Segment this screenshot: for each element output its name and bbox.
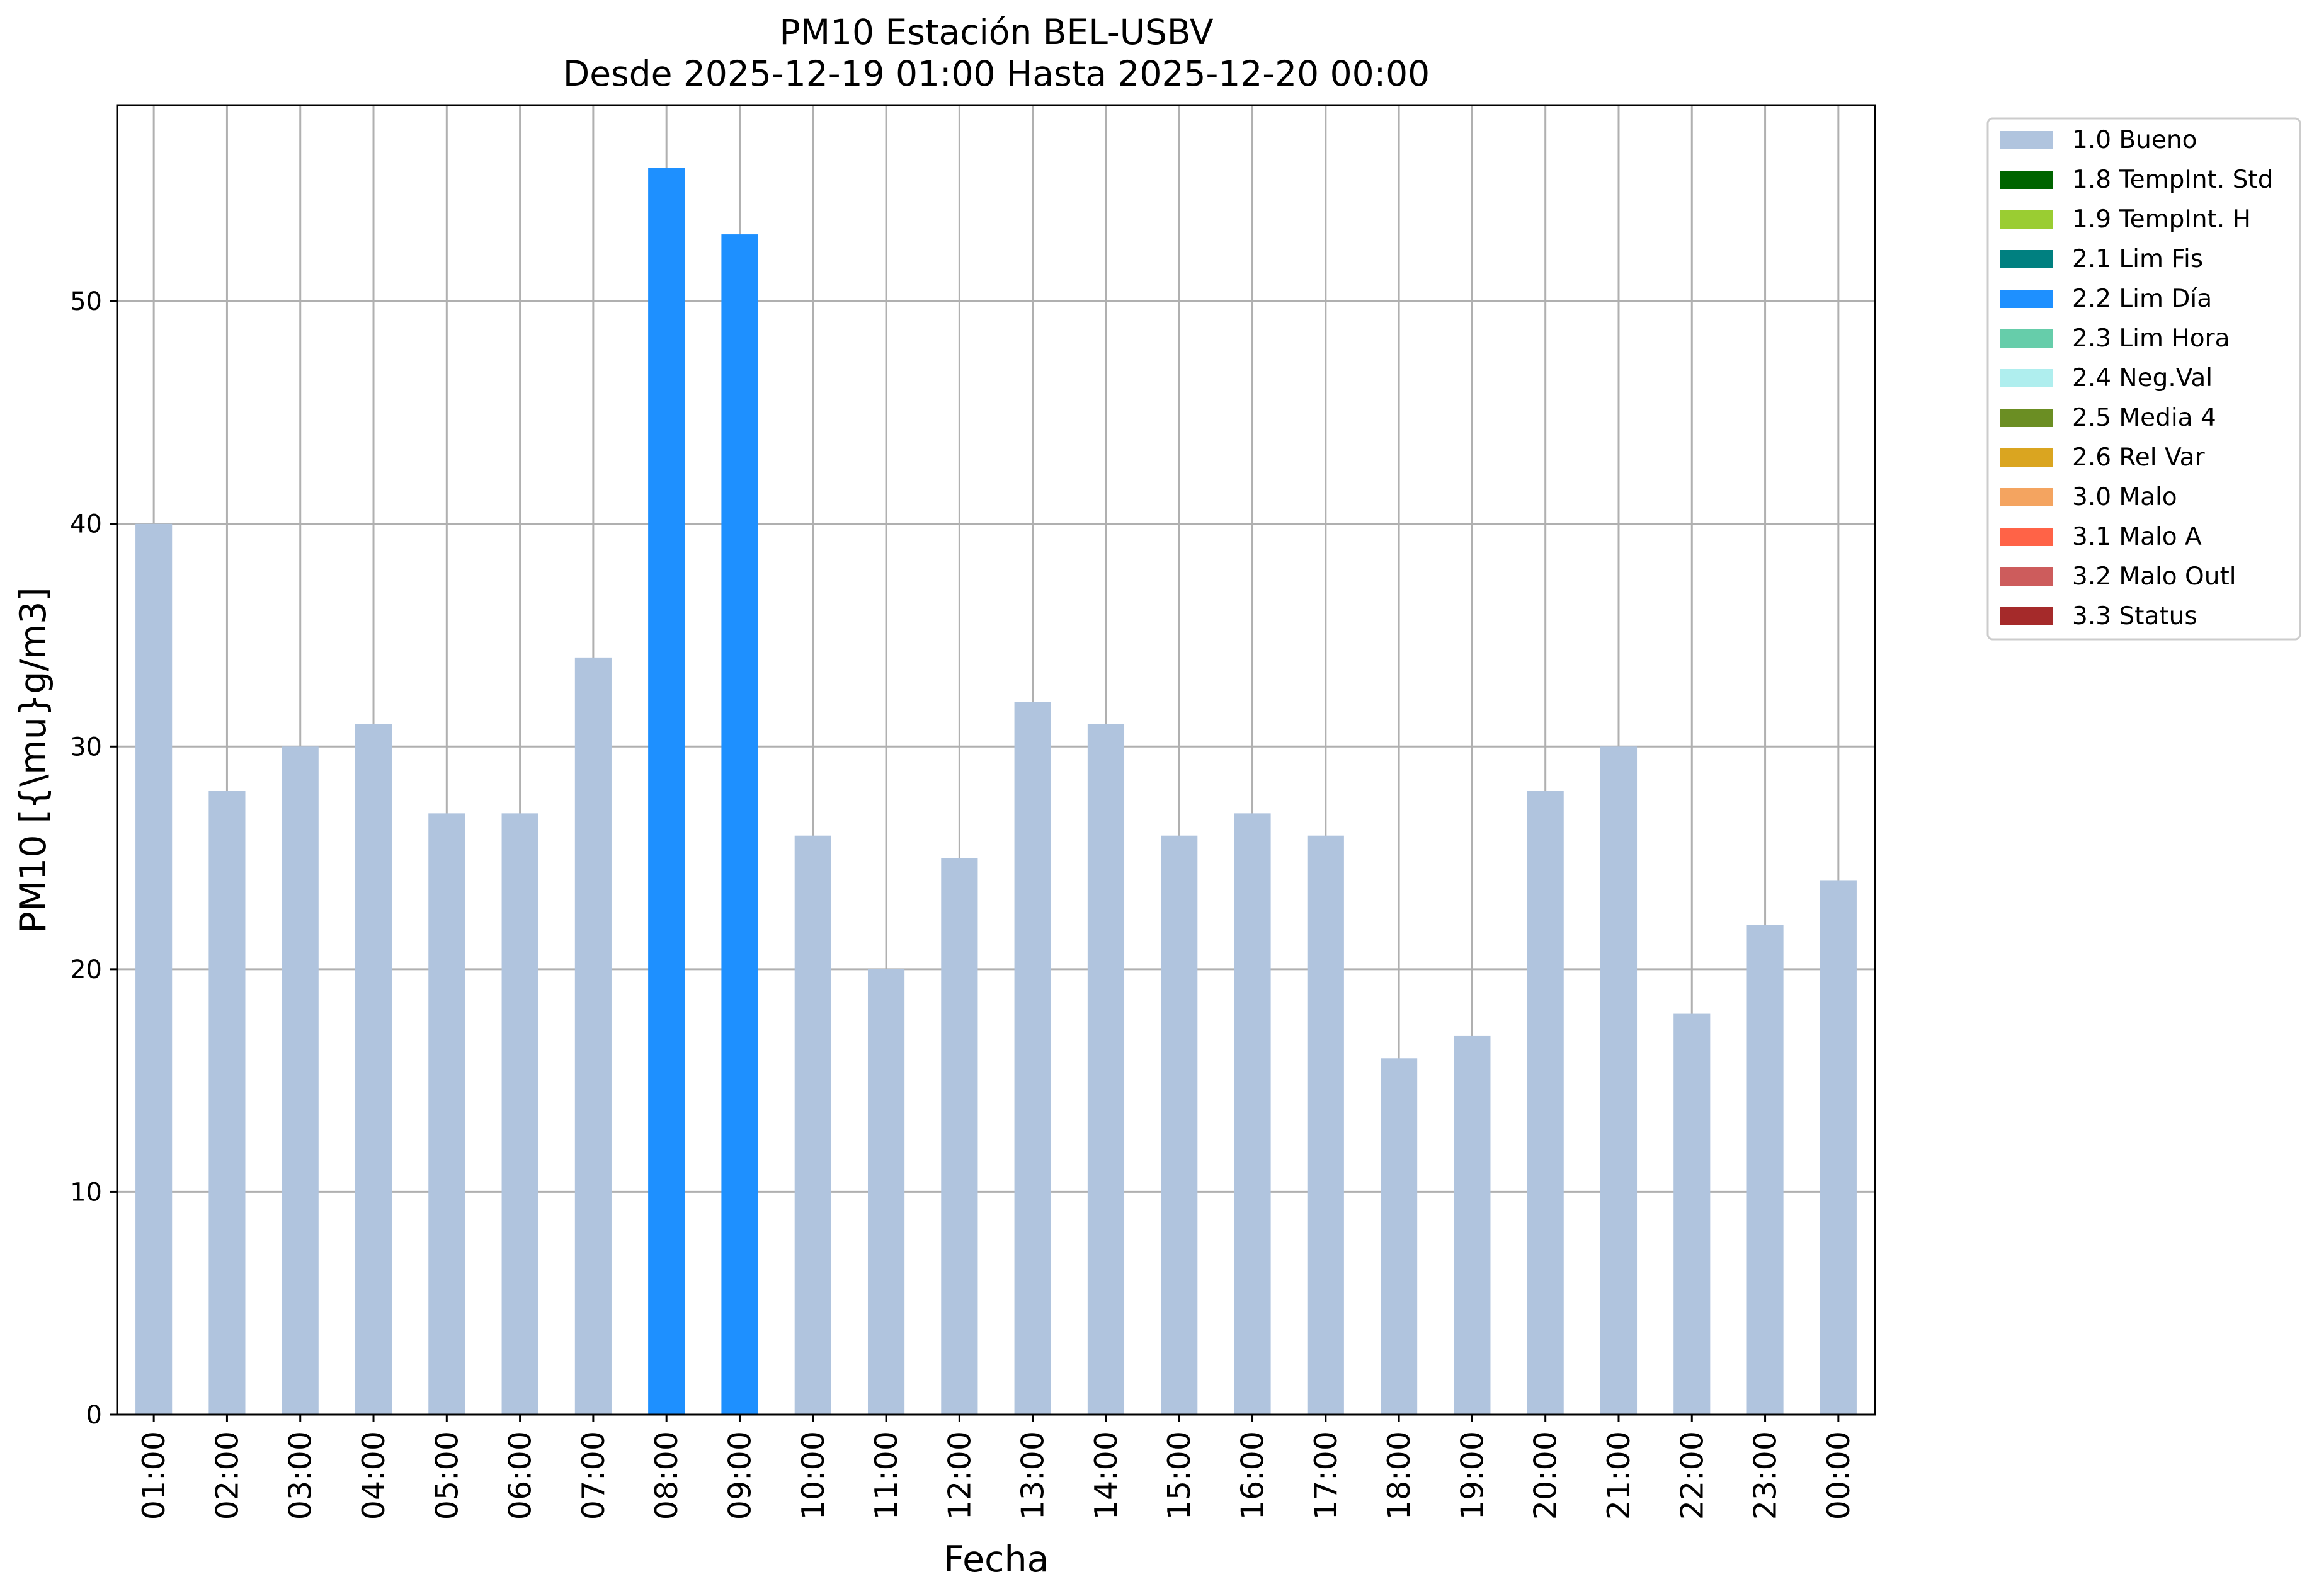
legend-label: 2.5 Media 4	[2072, 404, 2216, 432]
x-tick-label: 01:00	[136, 1431, 172, 1520]
bar-0600	[501, 813, 538, 1415]
x-tick-label: 09:00	[722, 1431, 758, 1520]
legend-swatch	[2000, 329, 2053, 348]
legend-label: 2.2 Lim Día	[2072, 285, 2212, 313]
x-tick-label: 17:00	[1308, 1431, 1344, 1520]
legend-swatch	[2000, 290, 2053, 308]
legend-swatch	[2000, 448, 2053, 467]
x-tick-label: 13:00	[1015, 1431, 1051, 1520]
x-tick-label: 03:00	[283, 1431, 319, 1520]
bar-0900	[721, 234, 758, 1415]
legend-label: 2.1 Lim Fis	[2072, 245, 2203, 273]
x-tick-label: 07:00	[576, 1431, 612, 1520]
legend-label: 2.3 Lim Hora	[2072, 324, 2230, 353]
legend-swatch	[2000, 369, 2053, 387]
legend-label: 1.0 Bueno	[2072, 126, 2197, 154]
x-tick-label: 05:00	[429, 1431, 465, 1520]
legend-swatch	[2000, 528, 2053, 546]
bar-1300	[1014, 702, 1051, 1415]
bar-0000	[1820, 880, 1857, 1415]
x-tick-label: 12:00	[942, 1431, 977, 1520]
plot-frame	[116, 104, 1876, 1416]
x-tick-label: 10:00	[795, 1431, 831, 1520]
legend-label: 1.9 TempInt. H	[2072, 205, 2251, 234]
bar-1200	[941, 858, 978, 1415]
bar-1100	[867, 969, 905, 1415]
bar-0100	[135, 523, 173, 1415]
y-tick-label: 20	[70, 955, 102, 984]
x-axis-label: Fecha	[943, 1539, 1049, 1580]
bar-1400	[1087, 724, 1125, 1415]
legend: 1.0 Bueno 1.8 TempInt. Std 1.9 TempInt. H 2…	[1986, 117, 2301, 641]
x-tick-label: 11:00	[869, 1431, 904, 1520]
y-axis-label: PM10 [{\mu}g/m3]	[13, 587, 54, 933]
legend-label: 3.1 Malo A	[2072, 523, 2202, 551]
bar-0700	[574, 657, 612, 1415]
bar-0400	[355, 724, 392, 1415]
x-tick-label: 20:00	[1528, 1431, 1564, 1520]
bar-1900	[1454, 1035, 1491, 1415]
legend-label: 2.6 Rel Var	[2072, 443, 2206, 472]
bar-1600	[1234, 813, 1271, 1415]
x-tick-label: 19:00	[1454, 1431, 1490, 1520]
chart-title: PM10 Estación BEL-USBV	[779, 12, 1213, 52]
legend-swatch	[2000, 210, 2053, 229]
legend-swatch	[2000, 607, 2053, 625]
legend-swatch	[2000, 488, 2053, 506]
chart-subtitle: Desde 2025-12-19 01:00 Hasta 2025-12-20 …	[563, 54, 1430, 94]
bar-2200	[1673, 1013, 1711, 1415]
legend-swatch	[2000, 131, 2053, 149]
bar-1500	[1161, 835, 1198, 1415]
x-tick-label: 23:00	[1748, 1431, 1784, 1520]
legend-swatch	[2000, 409, 2053, 427]
legend-label: 2.4 Neg.Val	[2072, 364, 2213, 392]
legend-label: 3.0 Malo	[2072, 483, 2177, 511]
bar-0800	[648, 168, 685, 1415]
y-tick-label: 30	[70, 732, 102, 761]
y-tick-label: 50	[70, 287, 102, 316]
legend-swatch	[2000, 567, 2053, 586]
x-tick-label: 21:00	[1601, 1431, 1637, 1520]
bar-0500	[428, 813, 465, 1415]
bar-0200	[208, 791, 246, 1415]
legend-label: 3.2 Malo Outl	[2072, 562, 2236, 591]
x-tick-label: 06:00	[503, 1431, 538, 1520]
bar-2300	[1746, 925, 1784, 1415]
bar-2100	[1600, 746, 1638, 1415]
bars	[135, 168, 1857, 1415]
legend-box	[1986, 117, 2301, 641]
y-tick-label: 40	[70, 510, 102, 539]
legend-label: 1.8 TempInt. Std	[2072, 166, 2273, 194]
x-tick-label: 00:00	[1821, 1431, 1857, 1520]
x-axis-ticks: 01:00 02:00 03:00 04:00 05:00 06:00 07:00 08:00…	[136, 1415, 1857, 1520]
bar-1700	[1307, 835, 1344, 1415]
x-tick-label: 16:00	[1235, 1431, 1271, 1520]
legend-label: 3.3 Status	[2072, 602, 2197, 630]
x-tick-label: 08:00	[649, 1431, 685, 1520]
y-axis-ticks: 0 10 20 30 40 50	[70, 287, 117, 1430]
bar-2000	[1527, 791, 1564, 1415]
y-tick-label: 10	[70, 1178, 102, 1207]
bar-1000	[794, 835, 831, 1415]
x-tick-label: 14:00	[1088, 1431, 1124, 1520]
x-tick-label: 22:00	[1674, 1431, 1710, 1520]
x-tick-label: 02:00	[209, 1431, 245, 1520]
bar-1800	[1381, 1058, 1418, 1415]
bar-0300	[282, 746, 319, 1415]
y-tick-label: 0	[86, 1401, 102, 1430]
legend-swatch	[2000, 171, 2053, 189]
x-tick-label: 04:00	[356, 1431, 392, 1520]
x-tick-label: 18:00	[1381, 1431, 1417, 1520]
legend-items: 1.0 Bueno 1.8 TempInt. Std 1.9 TempInt. H 2…	[2000, 126, 2273, 630]
legend-swatch	[2000, 250, 2053, 268]
x-tick-label: 15:00	[1161, 1431, 1197, 1520]
